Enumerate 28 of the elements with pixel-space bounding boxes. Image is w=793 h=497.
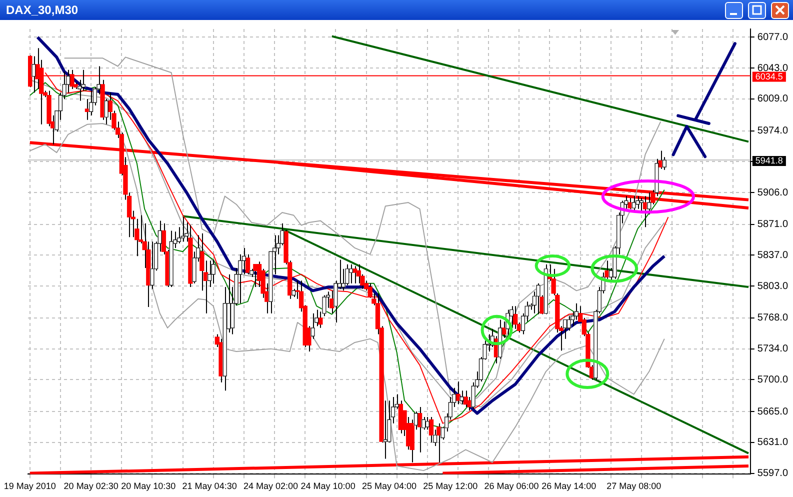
- x-tick-label: 25 May 12:00: [423, 481, 478, 492]
- y-tick-label: 5803.0: [757, 280, 788, 292]
- x-tick-label: 21 May 04:30: [182, 481, 237, 492]
- y-tick-label: 5974.0: [757, 126, 788, 137]
- y-tick-label: 5700.0: [757, 374, 788, 386]
- x-tick-label: 19 May 2010: [4, 481, 56, 492]
- chart-title: DAX_30,M30: [6, 3, 78, 17]
- y-tick-label: 6077.0: [757, 32, 788, 43]
- y-tick-label: 5665.0: [757, 406, 788, 418]
- y-tick-label: 5768.0: [757, 312, 788, 324]
- y-tick-label: 5597.0: [757, 468, 788, 480]
- ref-line-label: 5941.8: [755, 156, 783, 166]
- x-tick-label: 20 May 10:30: [121, 481, 176, 492]
- x-tick-label: 26 May 14:00: [542, 481, 596, 492]
- x-tick-label: 24 May 10:00: [300, 481, 356, 492]
- x-tick-label: 25 May 04:00: [362, 481, 416, 492]
- x-tick-label: 24 May 02:00: [243, 481, 298, 492]
- y-tick-label: 5734.0: [757, 344, 788, 355]
- y-tick-label: 5837.0: [757, 250, 788, 261]
- y-tick-label: 5906.0: [757, 187, 788, 198]
- ref-line-label: 6034.5: [755, 71, 783, 82]
- x-tick-label: 26 May 06:00: [484, 481, 539, 492]
- y-tick-label: 6009.0: [757, 94, 788, 105]
- x-tick-label: 20 May 02:30: [64, 481, 118, 492]
- y-tick-label: 5631.0: [757, 437, 788, 448]
- x-tick-label: 27 May 08:00: [606, 481, 662, 492]
- y-tick-label: 6043.0: [757, 62, 788, 74]
- y-tick-label: 5871.0: [757, 219, 788, 230]
